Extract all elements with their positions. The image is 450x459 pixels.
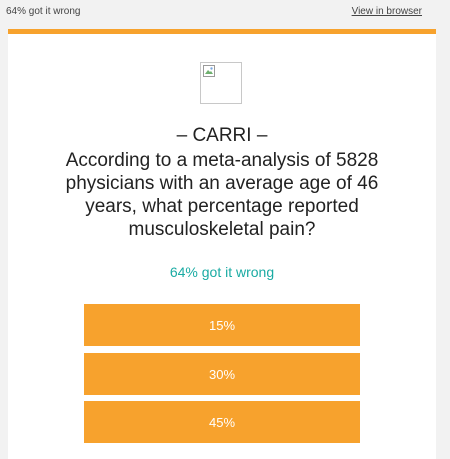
answer-button-30[interactable]: 30% xyxy=(84,353,360,395)
answer-button-15[interactable]: 15% xyxy=(84,304,360,346)
logo-image-placeholder xyxy=(200,62,242,104)
question-card: – CARRI – According to a meta-analysis o… xyxy=(8,29,436,459)
section-title: – CARRI – xyxy=(176,125,268,146)
question-text: According to a meta-analysis of 5828 phy… xyxy=(65,150,379,240)
answer-button-45[interactable]: 45% xyxy=(84,401,360,443)
preheader-text: 64% got it wrong xyxy=(6,6,81,17)
email-preheader-bar: 64% got it wrong View in browser xyxy=(0,0,450,28)
wrong-answer-stat: 64% got it wrong xyxy=(169,264,275,280)
broken-image-icon xyxy=(203,65,215,77)
view-in-browser-link[interactable]: View in browser xyxy=(351,6,422,17)
